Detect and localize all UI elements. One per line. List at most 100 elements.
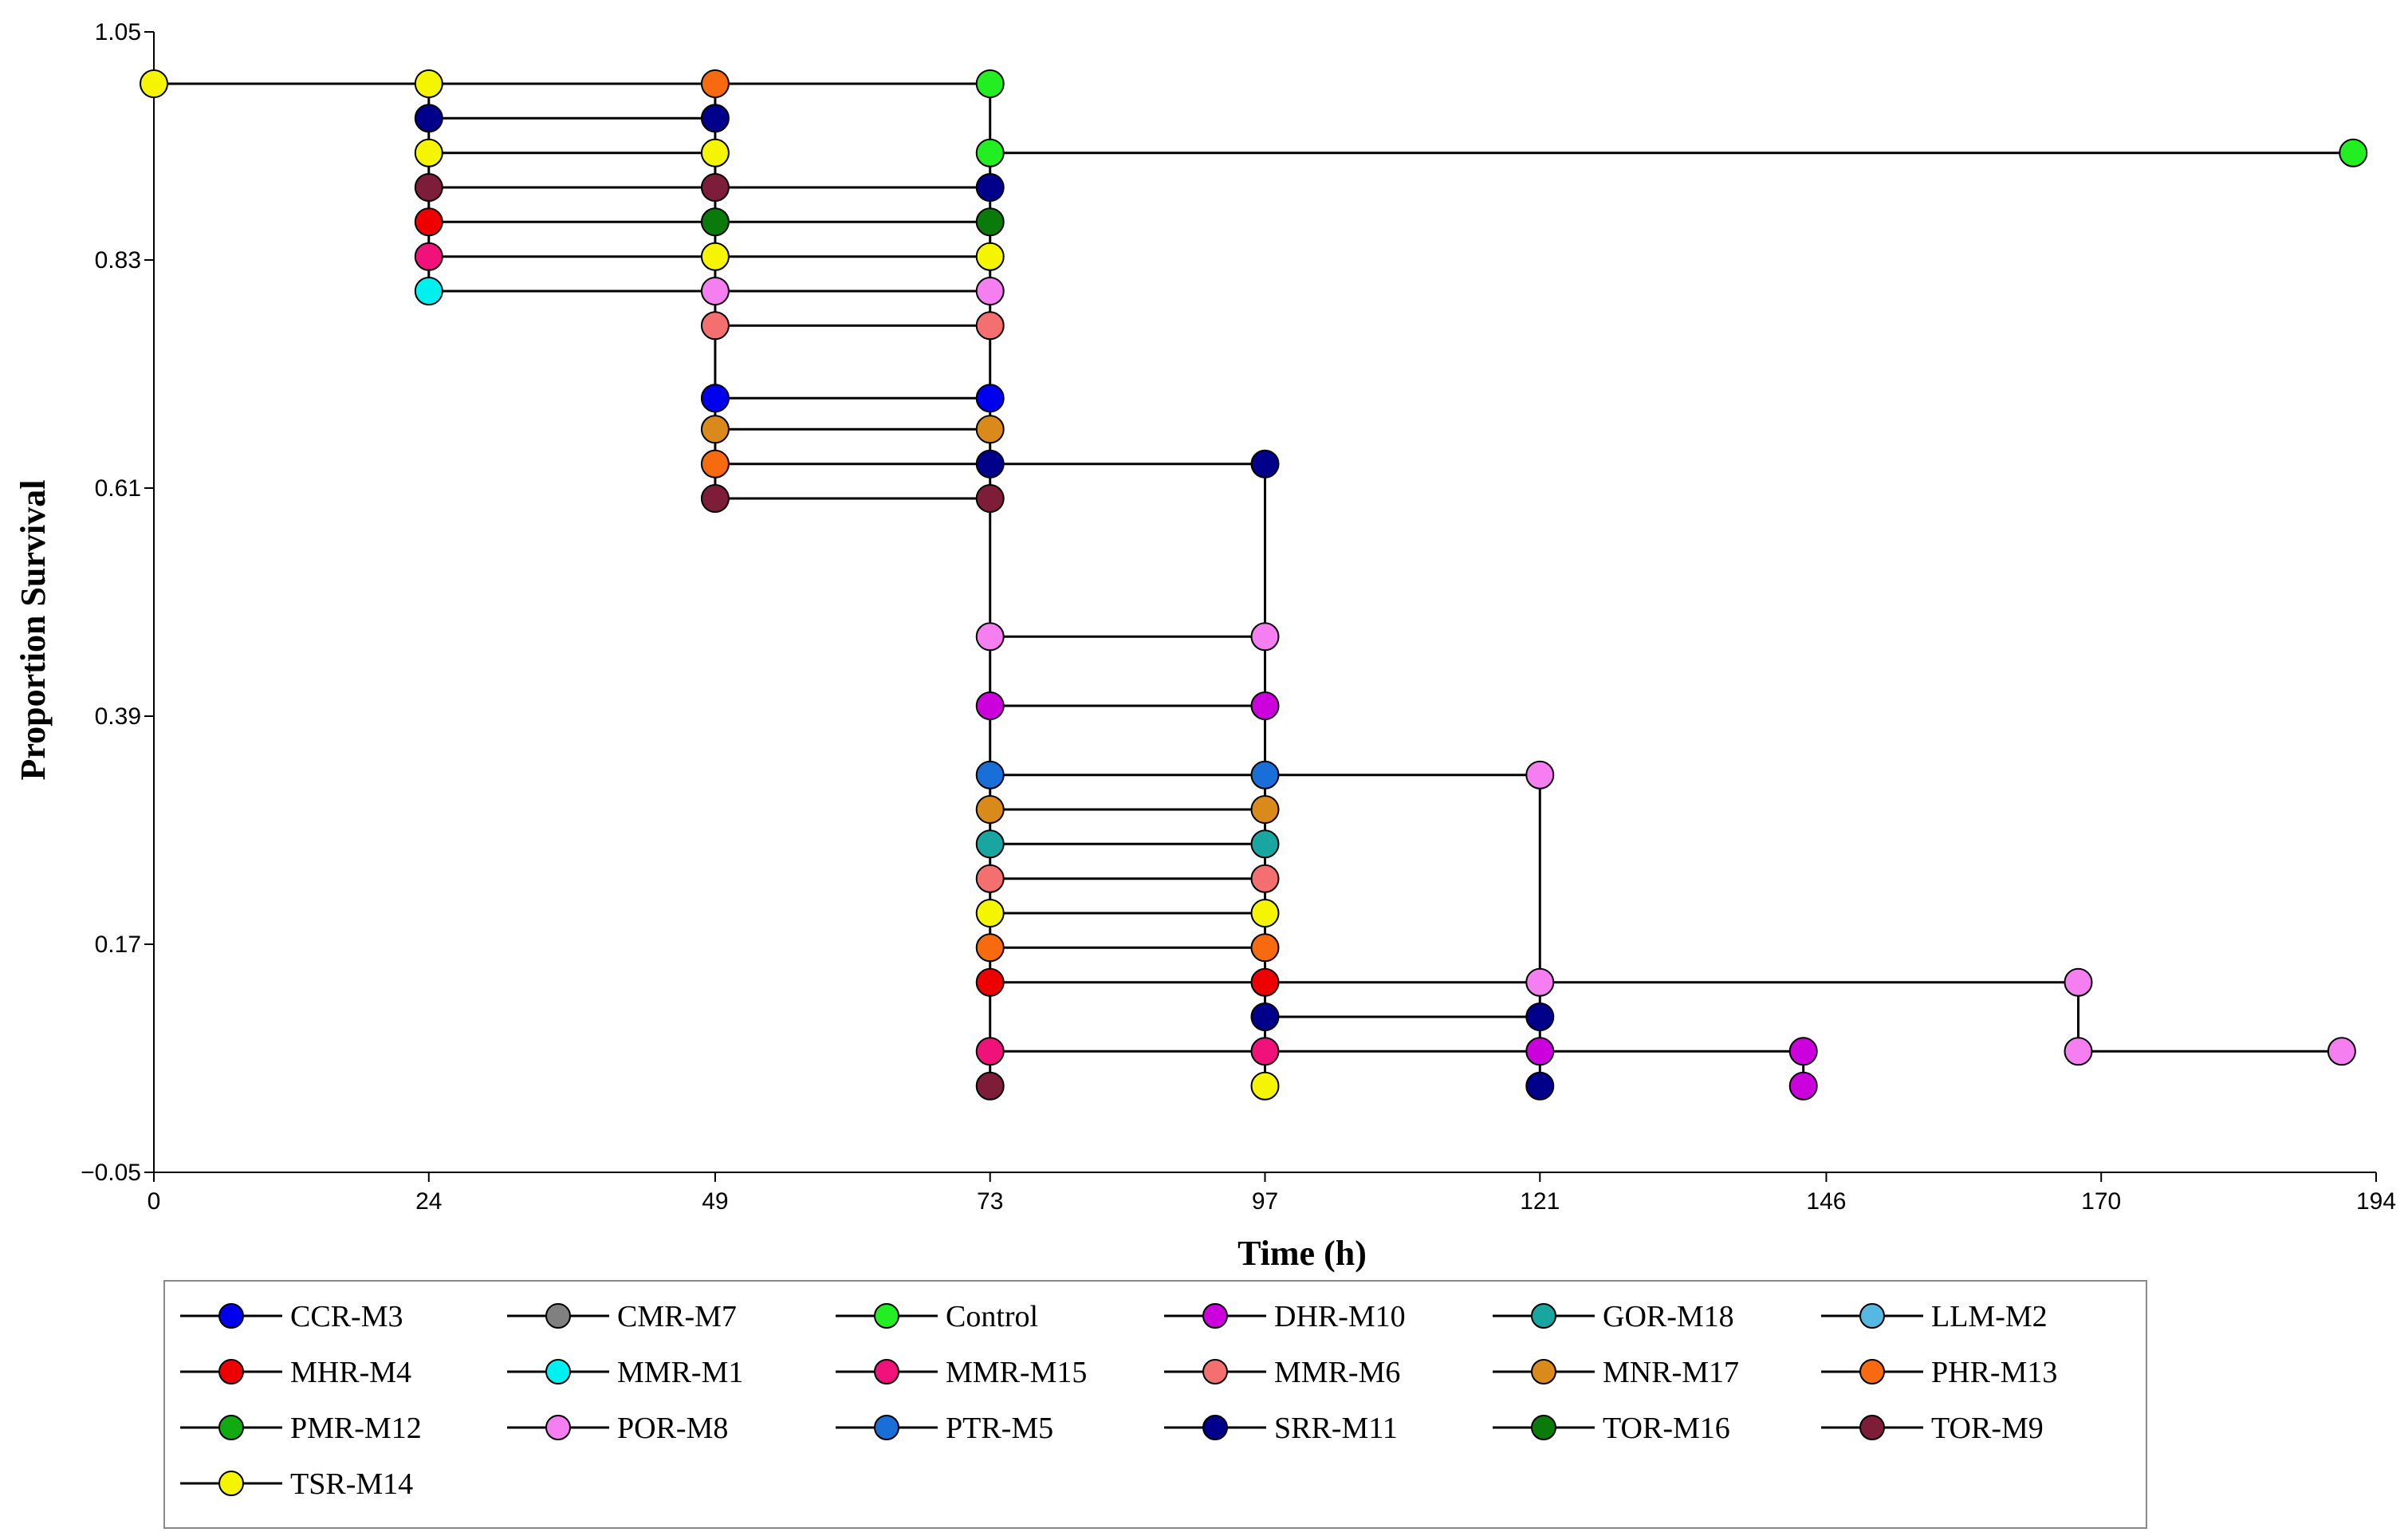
data-point [2064,1037,2093,1066]
legend-marker [1859,1359,1885,1384]
data-point [1525,1002,1555,1031]
legend-label: LLM-M2 [1931,1300,2048,1333]
data-point [700,384,730,413]
legend-label: Control [946,1300,1038,1333]
data-point [1525,967,1555,997]
legend-items: CCR-M3 CMR-M7 Control DHR-M10 GOR-M18 LLM-M2 M… [180,1300,2057,1501]
x-tick-label: 0 [148,1188,161,1215]
legend-marker [1202,1415,1228,1440]
legend-marker [218,1415,244,1440]
data-point [700,138,730,167]
data-point [975,864,1005,893]
legend-label: POR-M8 [617,1412,728,1445]
legend-label: TOR-M16 [1603,1412,1730,1445]
data-point [700,173,730,202]
legend-label: PTR-M5 [946,1412,1053,1445]
legend-label: MMR-M6 [1274,1356,1400,1389]
data-point [2064,967,2093,997]
y-tick-label: 1.05 [95,19,141,45]
step-lines [154,82,2354,1086]
data-point [414,277,443,305]
data-point [1788,1071,1818,1101]
legend-marker [545,1359,571,1384]
data-point [975,760,1005,790]
data-point [1250,933,1280,963]
data-point [1250,864,1280,893]
data-point [975,311,1005,341]
data-point [975,449,1005,479]
legend-frame [163,1280,2147,1529]
x-tick-label: 121 [1520,1188,1560,1215]
data-point [975,967,1005,997]
data-point [975,207,1005,237]
data-point [700,242,730,271]
legend-marker [218,1471,244,1496]
data-point [700,277,730,305]
data-point [1250,449,1280,479]
legend-label: MHR-M4 [290,1356,411,1389]
data-point [1250,760,1280,790]
data-point [1788,1037,1818,1066]
legend-label: MNR-M17 [1603,1356,1739,1389]
data-point [2339,138,2368,167]
data-point [1250,691,1280,720]
data-point [700,449,730,479]
data-point [975,138,1005,167]
data-point [975,277,1005,305]
legend-marker [874,1359,899,1384]
legend-label: SRR-M11 [1274,1412,1398,1445]
x-tick-label: 73 [977,1188,1003,1215]
legend-marker [545,1303,571,1329]
legend-marker [1859,1303,1885,1329]
legend-marker [874,1303,899,1329]
data-point [700,311,730,341]
data-point [975,484,1005,513]
data-point [414,242,443,271]
data-point [414,104,443,133]
data-point [700,104,730,133]
data-point [975,1071,1005,1101]
data-point [1525,1071,1555,1101]
data-point [1250,795,1280,824]
data-point [1525,1037,1555,1066]
x-tick-label: 194 [2356,1188,2396,1215]
data-point [1250,1037,1280,1066]
data-point [140,69,168,98]
data-point [975,691,1005,720]
data-point [1250,622,1280,652]
legend-label: TSR-M14 [290,1467,413,1501]
data-point [975,1037,1005,1066]
y-axis-title: Proportion Survival [14,480,53,781]
data-point [1250,1002,1280,1031]
legend-marker [545,1415,571,1440]
data-point [975,242,1005,271]
legend: CCR-M3 CMR-M7 Control DHR-M10 GOR-M18 LLM-M2 M… [163,1280,2147,1529]
legend-marker [1531,1359,1556,1384]
legend-marker [1202,1359,1228,1384]
data-point [2327,1037,2356,1066]
legend-label: PHR-M13 [1931,1356,2057,1389]
y-tick-label: 0.39 [95,703,141,730]
data-point [975,933,1005,963]
data-point [1250,1071,1280,1101]
data-point [975,795,1005,824]
legend-marker [874,1415,899,1440]
data-point [1250,829,1280,859]
legend-marker [218,1359,244,1384]
legend-marker [218,1303,244,1329]
data-point [700,69,730,98]
legend-label: GOR-M18 [1603,1300,1734,1333]
y-tick-label: 0.61 [95,475,141,502]
legend-label: MMR-M15 [946,1356,1087,1389]
data-point [975,622,1005,652]
data-point [414,207,443,237]
data-points [140,69,2368,1101]
legend-marker [1202,1303,1228,1329]
data-point [975,384,1005,413]
legend-marker [1531,1415,1556,1440]
legend-marker [1859,1415,1885,1440]
legend-label: DHR-M10 [1274,1300,1406,1333]
data-point [1250,967,1280,997]
y-tick-label: −0.05 [81,1160,141,1186]
legend-label: PMR-M12 [290,1412,422,1445]
